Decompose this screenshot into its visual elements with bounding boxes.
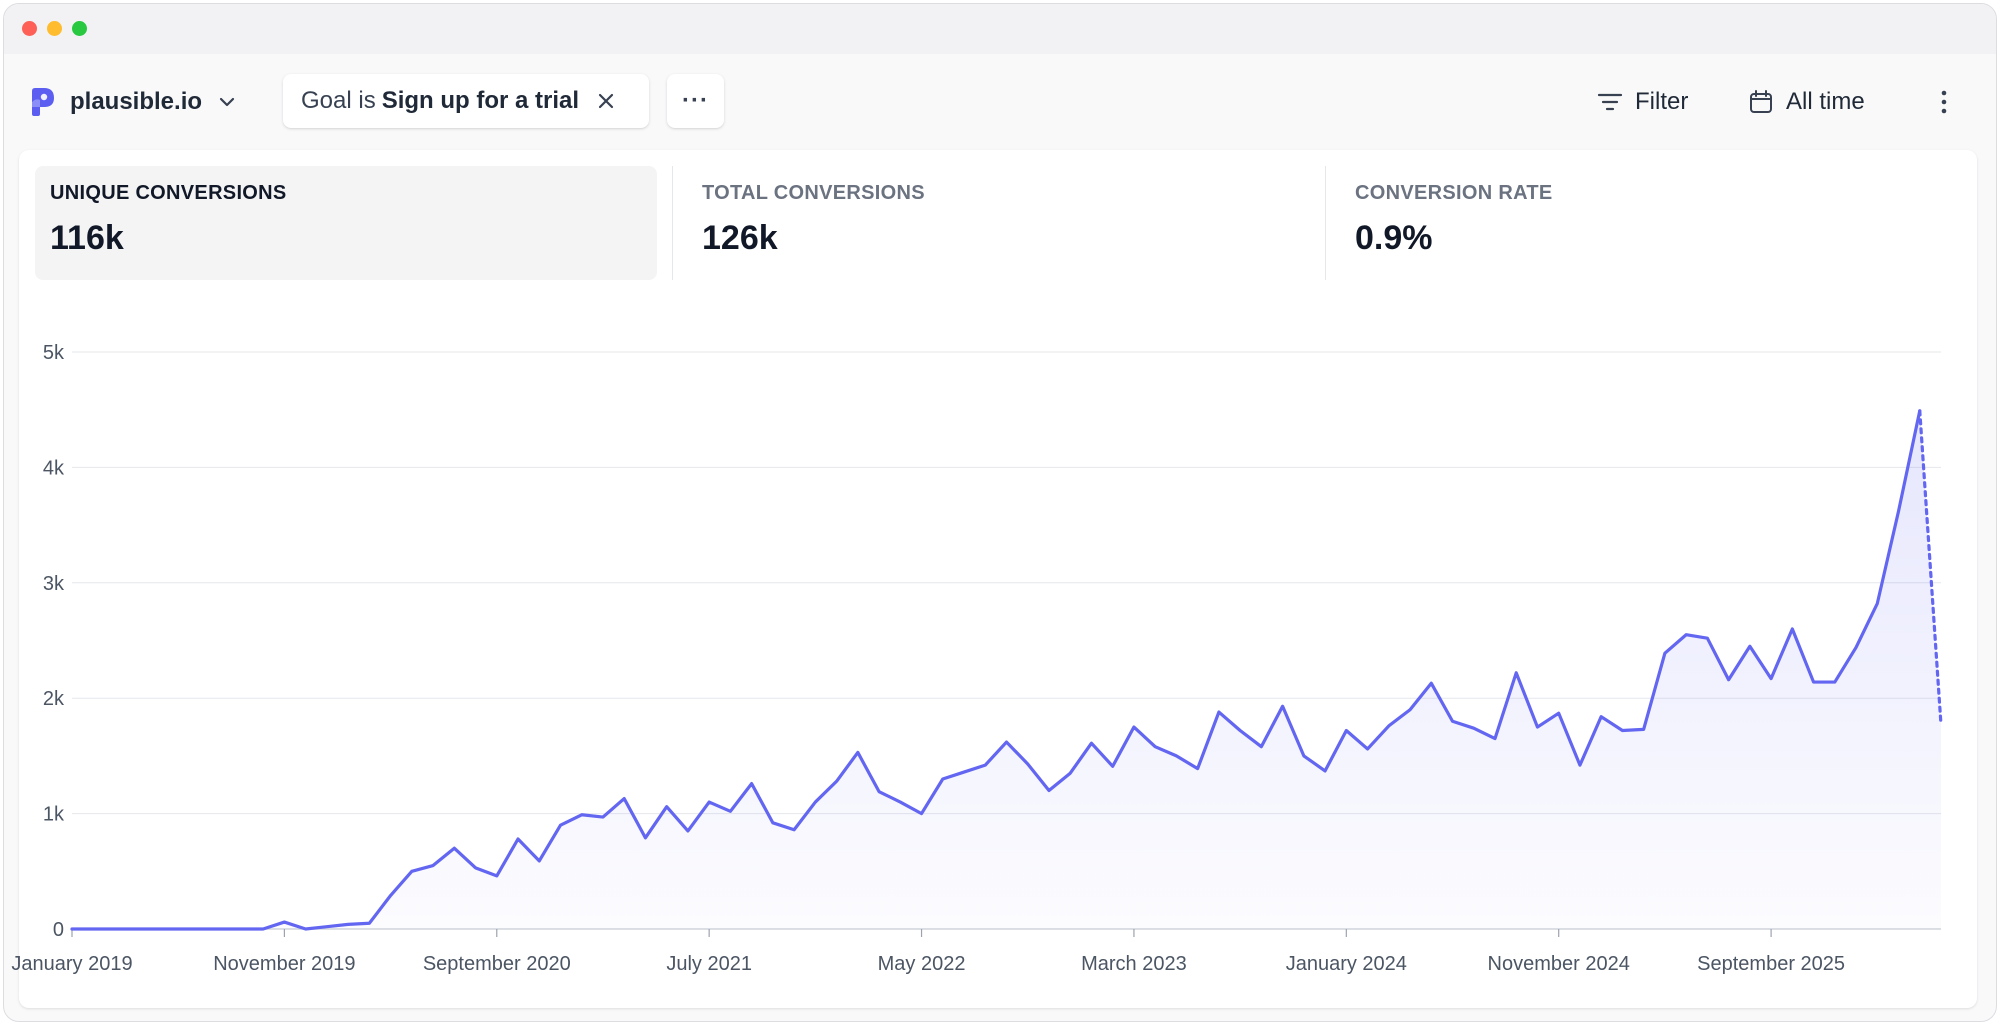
y-tick-label: 1k xyxy=(43,804,65,826)
x-tick-label: November 2019 xyxy=(213,953,355,975)
stat-label: UNIQUE CONVERSIONS xyxy=(50,182,287,204)
goal-filter-value: Sign up for a trial xyxy=(381,87,580,114)
x-tick-label: March 2023 xyxy=(1081,953,1187,975)
x-tick-label: November 2024 xyxy=(1488,953,1630,975)
stat-divider xyxy=(1325,166,1326,280)
y-tick-label: 2k xyxy=(43,688,65,710)
x-tick-label: May 2022 xyxy=(878,953,966,975)
stat-total-conversions[interactable]: TOTAL CONVERSIONS 126k xyxy=(687,166,1287,280)
y-tick-label: 0 xyxy=(53,919,64,941)
title-bar xyxy=(4,4,1996,54)
series-line-partial xyxy=(1918,409,1943,727)
filter-button[interactable]: Filter xyxy=(1597,82,1688,122)
site-switcher[interactable]: plausible.io xyxy=(30,82,238,122)
series-area xyxy=(72,410,1941,929)
more-filters-button[interactable]: ··· xyxy=(667,74,724,128)
site-name: plausible.io xyxy=(70,88,203,115)
y-tick-label: 4k xyxy=(43,457,65,479)
stat-value: 126k xyxy=(702,219,778,257)
x-tick-label: September 2020 xyxy=(423,953,571,975)
y-tick-label: 5k xyxy=(43,342,65,364)
calendar-icon xyxy=(1750,90,1772,113)
filter-label: Filter xyxy=(1635,88,1689,115)
stat-label: TOTAL CONVERSIONS xyxy=(702,182,925,204)
x-tick-label: January 2024 xyxy=(1286,953,1407,975)
date-range-picker[interactable]: All time xyxy=(1748,82,1865,122)
goal-filter-prefix: Goal is xyxy=(301,87,376,114)
goal-filter-pill[interactable]: Goal is Sign up for a trial xyxy=(283,74,649,128)
stat-conversion-rate[interactable]: CONVERSION RATE 0.9% xyxy=(1340,166,1940,280)
close-icon[interactable] xyxy=(595,90,617,112)
date-range-label: All time xyxy=(1786,88,1865,115)
chevron-down-icon xyxy=(219,97,235,107)
series-line xyxy=(70,409,1922,931)
more-options-icon[interactable] xyxy=(1932,86,1956,118)
y-tick-label: 3k xyxy=(43,573,65,595)
x-tick-label: January 2019 xyxy=(11,953,132,975)
stat-value: 0.9% xyxy=(1355,219,1433,257)
close-window-button[interactable] xyxy=(22,21,37,36)
plausible-logo-icon xyxy=(32,88,54,116)
maximize-window-button[interactable] xyxy=(72,21,87,36)
filter-icon xyxy=(1597,93,1623,111)
stat-value: 116k xyxy=(50,219,124,257)
x-tick-label: July 2021 xyxy=(666,953,752,975)
stat-unique-conversions[interactable]: UNIQUE CONVERSIONS 116k xyxy=(35,166,657,280)
x-tick-label: September 2025 xyxy=(1697,953,1845,975)
stat-label: CONVERSION RATE xyxy=(1355,182,1553,204)
minimize-window-button[interactable] xyxy=(47,21,62,36)
stat-divider xyxy=(672,166,673,280)
